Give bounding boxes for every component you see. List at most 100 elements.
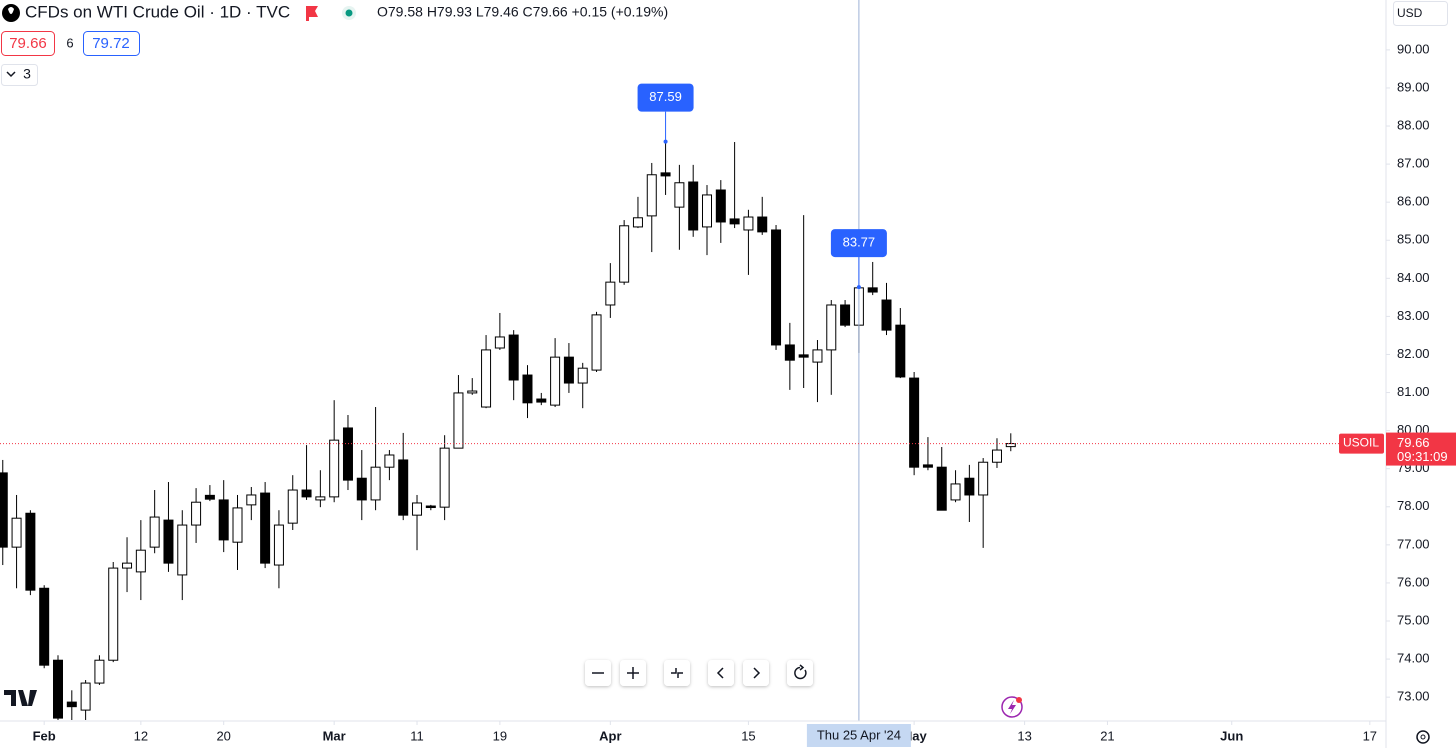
candle-body	[66, 701, 77, 708]
alerts-icon[interactable]	[1001, 696, 1023, 718]
sell-button[interactable]	[1, 31, 55, 56]
y-tick-label: 87.00	[1397, 156, 1430, 171]
candle-body	[11, 517, 22, 548]
alert-dot	[1016, 697, 1022, 703]
symbol-title: CFDs on WTI Crude Oil · 1D · TVC	[25, 2, 290, 21]
candle-body	[563, 356, 574, 384]
candle-body	[881, 299, 892, 331]
high-marker-dot	[856, 285, 861, 290]
y-tick-label: 74.00	[1397, 651, 1430, 666]
ohlc-values: O79.58 H79.93 L79.46 C79.66 +0.15 (+0.19…	[377, 4, 668, 20]
candle-body	[936, 466, 947, 511]
y-tick-label: 75.00	[1397, 612, 1430, 627]
y-tick-label: 88.00	[1397, 117, 1430, 132]
candle-body	[536, 398, 547, 403]
plot-area: 87.59 83.77	[0, 0, 1386, 721]
candle-body	[605, 281, 616, 306]
settings-icon[interactable]	[1416, 730, 1430, 744]
toolbar-icons	[592, 664, 807, 680]
candle-body	[798, 354, 809, 358]
x-tick-label: 17	[1363, 728, 1377, 743]
y-tick-label: 77.00	[1397, 536, 1430, 551]
price-tag: 79.66	[1397, 435, 1430, 450]
candle-body	[591, 314, 602, 371]
candle-body	[964, 477, 975, 496]
scroll-left[interactable]	[708, 660, 734, 686]
candle-body	[191, 501, 202, 526]
x-tick-label: Feb	[33, 728, 56, 743]
buy-button[interactable]	[83, 31, 140, 56]
scroll-right[interactable]	[743, 660, 769, 686]
candle-body	[508, 334, 519, 381]
chevron	[6, 71, 16, 78]
x-tick-label: 13	[1017, 728, 1031, 743]
candle-body	[0, 472, 8, 548]
candle-body	[646, 174, 657, 217]
candle-body	[840, 304, 851, 326]
candle-body	[522, 374, 533, 404]
currency-button[interactable]	[1393, 1, 1448, 26]
candles	[0, 141, 1016, 720]
candle-body	[481, 349, 492, 408]
candle-body	[978, 461, 989, 496]
tv-logo	[4, 690, 37, 706]
x-tick-label: 15	[741, 728, 755, 743]
candle-body	[494, 336, 505, 349]
candle-body	[329, 439, 340, 498]
currency: USD	[1397, 6, 1423, 20]
candle-body	[826, 304, 837, 351]
candle-body	[149, 516, 160, 548]
x-tick-label: 19	[493, 728, 507, 743]
candle-body	[577, 367, 588, 384]
candle-body	[25, 512, 36, 591]
candle-body	[467, 390, 478, 394]
flag-icon[interactable]	[306, 6, 318, 21]
symbol-tag: USOIL	[1343, 436, 1379, 450]
candle-body	[425, 505, 436, 509]
y-tick-label: 76.00	[1397, 574, 1430, 589]
candle-body	[287, 489, 298, 524]
candle-body	[1005, 443, 1016, 448]
candle-body	[218, 499, 229, 541]
candle-body	[439, 447, 450, 508]
candle-body	[260, 492, 271, 564]
candle-body	[688, 181, 699, 231]
candle-body	[204, 494, 215, 500]
candle-body	[122, 562, 133, 569]
candle-body	[674, 182, 685, 208]
candle-body	[909, 377, 920, 468]
candle-body	[660, 172, 671, 177]
candle-body	[80, 682, 91, 711]
candle-body	[177, 524, 188, 576]
candle-body	[922, 464, 933, 468]
candle-body	[812, 349, 823, 363]
reset-chart[interactable]	[787, 660, 813, 686]
reset-scale[interactable]	[664, 660, 690, 686]
high-marker-label: 83.77	[843, 235, 876, 250]
bid-price: 79.66	[9, 35, 47, 52]
settings-icon-core	[1420, 734, 1426, 740]
y-tick-label: 83.00	[1397, 308, 1430, 323]
y-tick-label: 86.00	[1397, 194, 1430, 209]
symbol-tag-box	[1339, 433, 1384, 454]
candle-body	[163, 519, 174, 564]
candle-body	[771, 229, 782, 346]
y-tick-label: 90.00	[1397, 41, 1430, 56]
y-tick-label: 84.00	[1397, 270, 1430, 285]
indicators-toggle[interactable]	[1, 64, 38, 86]
candle-body	[412, 502, 423, 516]
candle-body	[991, 449, 1002, 463]
x-tick-label: 21	[1100, 728, 1114, 743]
x-tick-label: Apr	[599, 728, 621, 743]
y-tick-label: 78.00	[1397, 498, 1430, 513]
candle-body	[108, 567, 119, 661]
x-tick-label: Mar	[323, 728, 346, 743]
y-tick-label: 85.00	[1397, 232, 1430, 247]
candle-body	[384, 454, 395, 468]
candle-body	[301, 489, 312, 498]
zoom-toolbar	[585, 660, 813, 686]
candle-body	[356, 477, 367, 501]
high-marker-label: 87.59	[649, 89, 682, 104]
symbol-logo-drop	[8, 7, 14, 14]
